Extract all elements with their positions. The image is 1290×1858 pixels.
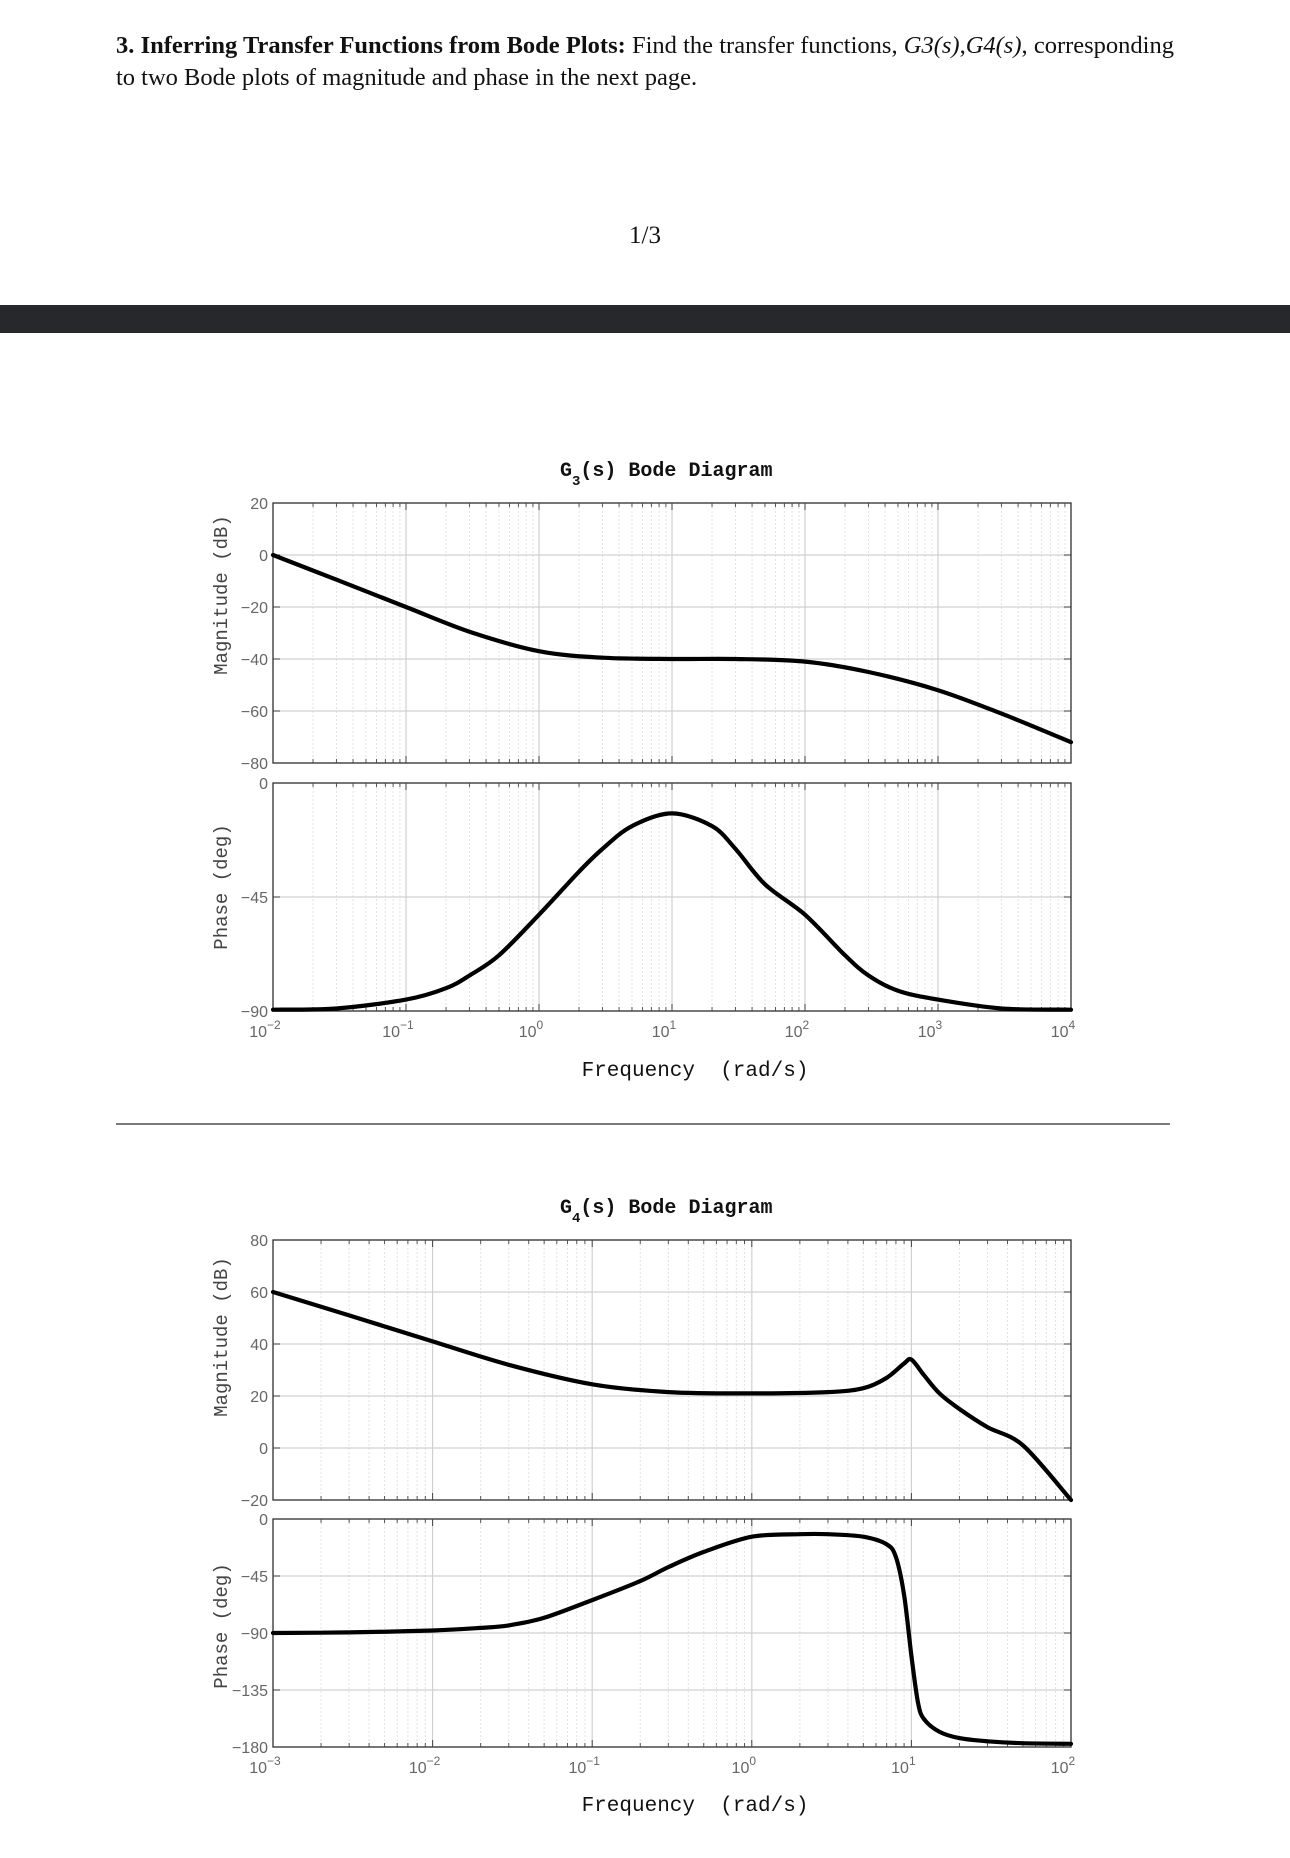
g4-bode-diagram: G4(s) Bode Diagram 80 60 40 20 0 −20 0 −45 −90 −1… (211, 1197, 1076, 1818)
g4-magnitude-frame (272, 1239, 1072, 1501)
g3-xtick-label: 10−1 (382, 1018, 414, 1041)
g4-magnitude-ylabel: Magnitude (dB) (211, 1257, 233, 1417)
g3-xtick-label: 102 (785, 1018, 810, 1041)
g3-phase-ytick-label: 0 (259, 776, 268, 793)
g3-magnitude-ytick-label: 0 (259, 548, 268, 565)
problem-comma: , (959, 32, 966, 59)
g4-magnitude-ytick-label: 60 (250, 1285, 268, 1302)
g3-phase-ylabel: Phase (deg) (211, 824, 233, 949)
g4-phase-ytick-label: 0 (259, 1512, 268, 1529)
g3-magnitude-ytick-label: −40 (241, 652, 268, 669)
g3-symbol: G3(s) (903, 32, 960, 59)
g3-bode-diagram: G3(s) Bode Diagram 20 0 −20 −40 −60 −80 0 −45 −9… (211, 460, 1076, 1083)
g3-magnitude-ylabel: Magnitude (dB) (211, 515, 233, 675)
g4-magnitude-ytick-label: 80 (250, 1233, 268, 1250)
problem-heading: Inferring Transfer Functions from Bode P… (140, 32, 626, 59)
g3-magnitude-panel: 20 0 −20 −40 −60 −80 (241, 496, 1074, 773)
g4-magnitude-panel: 80 60 40 20 0 −20 (241, 1233, 1074, 1510)
g3-phase-panel: 0 −45 −90 (241, 776, 1074, 1021)
problem-text-after: , corresponding to two Bode plots of mag… (116, 32, 1174, 91)
g4-magnitude-ytick-label: 40 (250, 1337, 268, 1354)
g4-xtick-label: 100 (732, 1754, 757, 1777)
figure-separator (116, 1123, 1170, 1125)
problem-statement: 3. Inferring Transfer Functions from Bod… (116, 30, 1174, 94)
g3-phase-ytick-label: −45 (241, 890, 268, 907)
g4-magnitude-ytick-label: 20 (250, 1389, 268, 1406)
page-break-bar (0, 305, 1290, 333)
g4-xlabel: Frequency (rad/s) (582, 1795, 809, 1818)
g4-magnitude-ytick-label: −20 (241, 1493, 268, 1510)
problem-number: 3. (116, 32, 135, 59)
g3-xtick-label: 101 (652, 1018, 677, 1041)
g4-phase-ytick-label: −45 (241, 1569, 268, 1586)
g4-magnitude-curve (270, 1289, 1074, 1503)
g3-magnitude-frame (272, 502, 1072, 764)
g4-xtick-label: 102 (1051, 1754, 1076, 1777)
g4-phase-panel: 0 −45 −90 −135 −180 (232, 1512, 1074, 1757)
g4-phase-ytick-label: −90 (241, 1626, 268, 1643)
g3-xtick-label: 100 (519, 1018, 544, 1041)
g3-magnitude-curve (270, 552, 1074, 745)
g3-xtick-label: 10−2 (249, 1018, 281, 1041)
g4-symbol: G4(s) (965, 32, 1022, 59)
g3-title: G3(s) Bode Diagram (560, 460, 772, 490)
g4-xtick-label: 10−3 (249, 1754, 281, 1777)
g3-magnitude-ytick-label: 20 (250, 496, 268, 513)
g4-phase-ytick-label: −135 (232, 1683, 268, 1700)
g3-phase-ytick-label: −90 (241, 1004, 268, 1021)
g3-phase-frame (272, 782, 1072, 1012)
g4-phase-curve (270, 1531, 1074, 1746)
g3-magnitude-ytick-label: −80 (241, 756, 268, 773)
g4-phase-ylabel: Phase (deg) (211, 1563, 233, 1688)
g4-xtick-label: 10−1 (568, 1754, 600, 1777)
g4-title: G4(s) Bode Diagram (560, 1197, 772, 1227)
g3-magnitude-ytick-label: −60 (241, 704, 268, 721)
page-number: 1/3 (629, 222, 661, 249)
g4-magnitude-ytick-label: 0 (259, 1441, 268, 1458)
g3-xtick-label: 104 (1051, 1018, 1076, 1041)
problem-text-before: Find the transfer functions, (625, 32, 904, 59)
g3-xtick-label: 103 (918, 1018, 943, 1041)
g4-xtick-label: 10−2 (409, 1754, 441, 1777)
g3-phase-curve (270, 811, 1074, 1012)
g3-xlabel: Frequency (rad/s) (582, 1060, 809, 1083)
g4-phase-ytick-label: −180 (232, 1740, 268, 1757)
g4-magnitude-background (273, 1240, 1071, 1500)
g3-magnitude-ytick-label: −20 (241, 600, 268, 617)
g4-xtick-label: 101 (891, 1754, 916, 1777)
